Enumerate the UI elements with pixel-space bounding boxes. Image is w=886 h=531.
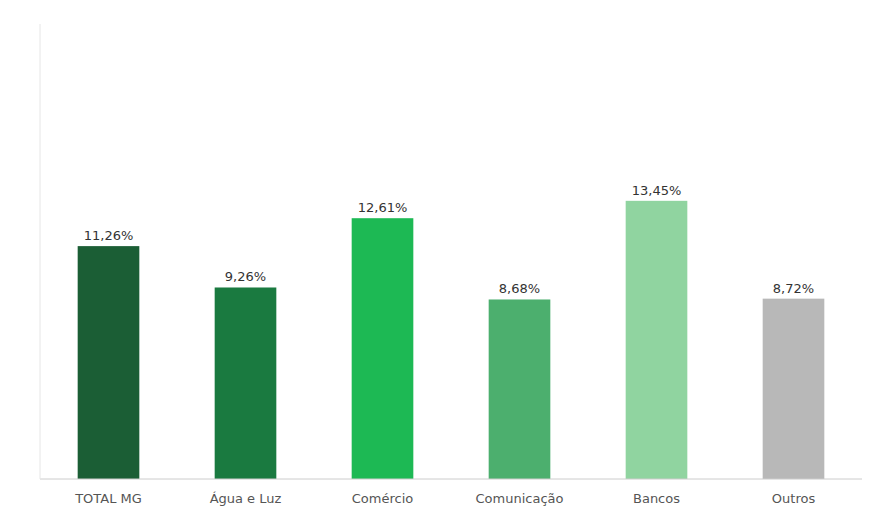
x-tick-label: Bancos — [633, 491, 680, 506]
data-label: 13,45% — [632, 183, 682, 198]
bar — [763, 299, 825, 479]
data-label: 11,26% — [84, 228, 134, 243]
chart: 11,26% 9,26% 12,61% 8,68% 13,45% 8,72% TOTAL M… — [0, 0, 886, 531]
bar — [489, 299, 551, 479]
bar — [78, 246, 140, 479]
x-tick-label: Outros — [772, 491, 816, 506]
x-tick-label: Água e Luz — [210, 491, 282, 506]
x-axis-line — [40, 479, 862, 480]
chart-container: 11,26% 9,26% 12,61% 8,68% 13,45% 8,72% TOTAL M… — [0, 0, 886, 531]
bar — [352, 218, 414, 479]
data-label: 8,72% — [773, 281, 814, 296]
data-labels: 11,26% 9,26% 12,61% 8,68% 13,45% 8,72% — [84, 183, 814, 297]
bars — [78, 201, 825, 479]
data-label: 12,61% — [358, 200, 408, 215]
data-label: 9,26% — [225, 269, 266, 284]
bar — [215, 287, 277, 479]
x-tick-label: Comércio — [352, 491, 414, 506]
data-label: 8,68% — [499, 281, 540, 296]
y-axis-line — [40, 24, 41, 479]
bar — [626, 201, 688, 479]
x-tick-label: TOTAL MG — [74, 491, 142, 506]
x-tick-label: Comunicação — [476, 491, 564, 506]
